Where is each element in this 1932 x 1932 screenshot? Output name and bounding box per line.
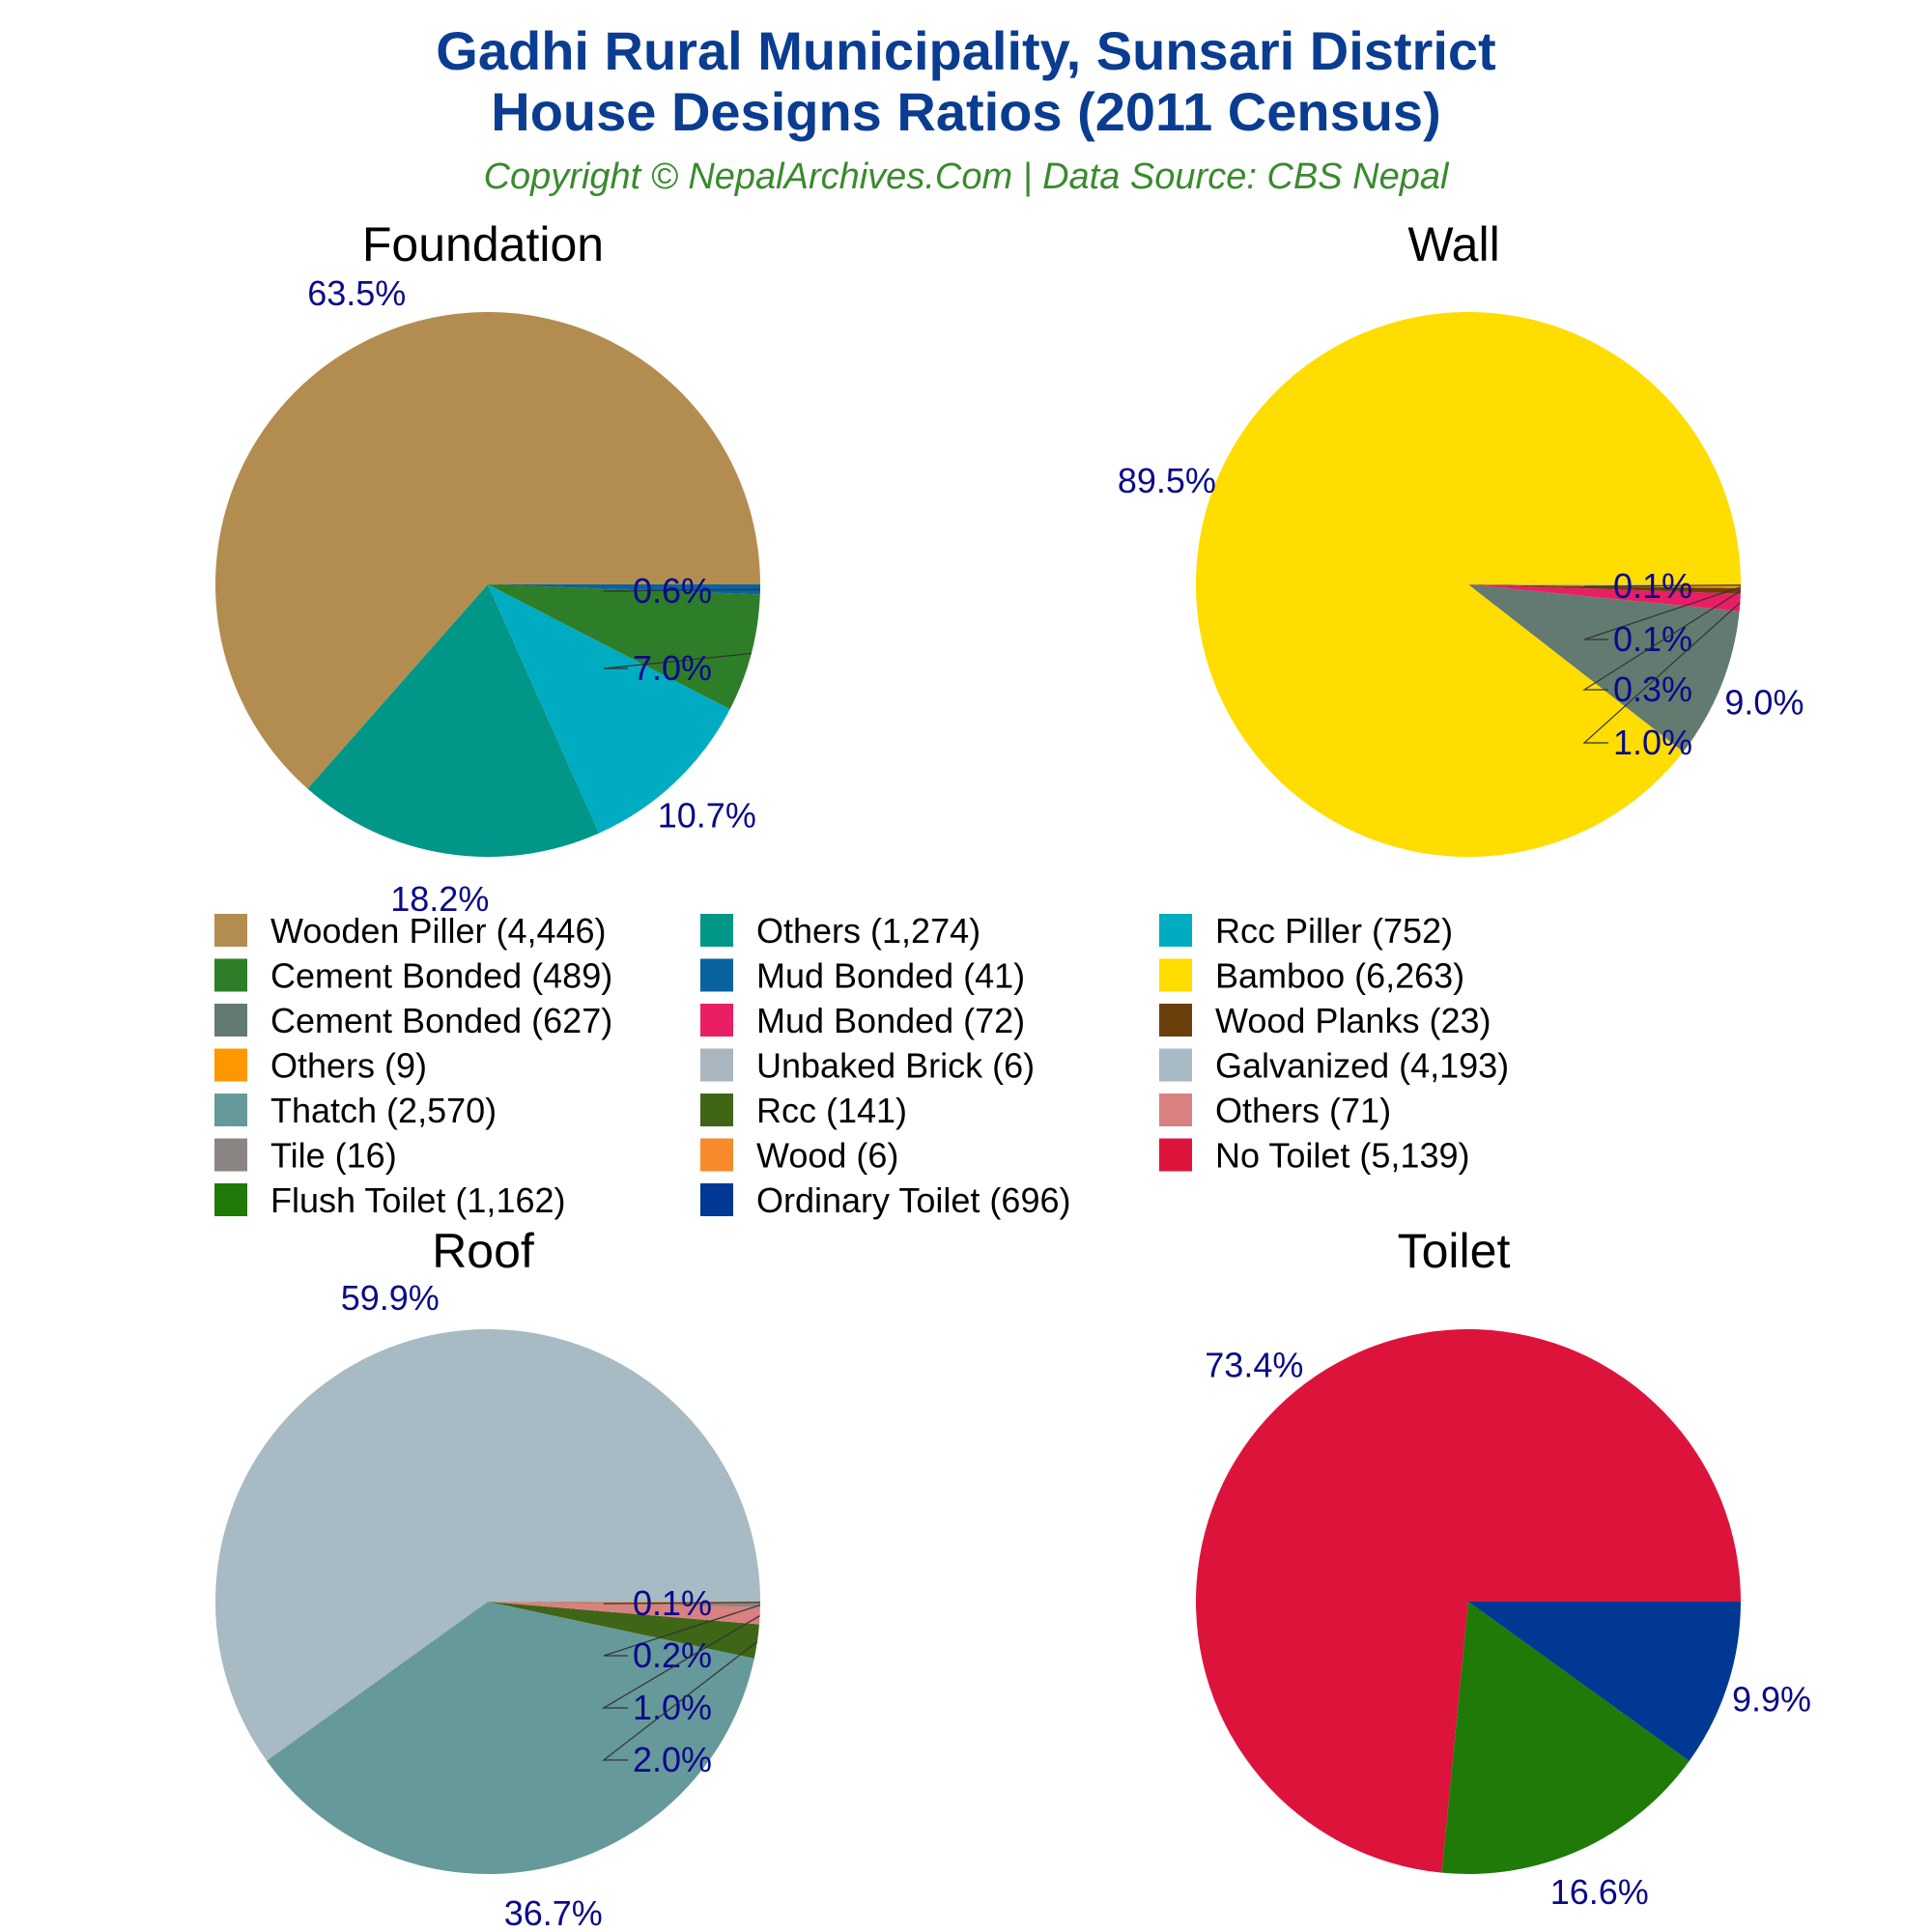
pct-label-toilet-flush-toilet: 16.6%	[1550, 1872, 1649, 1912]
legend-label-wood-6: Wood (6)	[756, 1136, 898, 1176]
legend-label-mud-bonded-41: Mud Bonded (41)	[756, 956, 1025, 996]
pie-title-roof: Roof	[432, 1224, 534, 1278]
pct-label-roof-rcc: 2.0%	[633, 1740, 712, 1779]
legend-swatch-rcc-piller-752	[1159, 914, 1192, 947]
pie-title-wall: Wall	[1407, 217, 1499, 271]
pct-label-wall-others: 0.1%	[1613, 619, 1692, 659]
pie-title-foundation: Foundation	[362, 217, 604, 271]
pct-label-foundation-wooden-piller: 63.5%	[307, 273, 406, 313]
leader-line-foundation-mud-bonded	[603, 588, 760, 592]
pie-slice-roof-thatch	[267, 1602, 754, 1874]
legend-label-tile-16: Tile (16)	[270, 1136, 397, 1176]
pct-label-foundation-cement-bonded: 7.0%	[633, 648, 712, 688]
pie-slice-foundation-rcc-piller	[488, 584, 730, 834]
pie-slice-roof-others	[488, 1602, 760, 1625]
legend-swatch-others-1-274	[700, 914, 733, 947]
legend-label-no-toilet-5-139: No Toilet (5,139)	[1215, 1136, 1469, 1176]
legend-label-others-9: Others (9)	[270, 1046, 427, 1086]
pct-label-roof-wood: 0.1%	[633, 1583, 712, 1623]
pie-roof: Roof 0.1%0.2%1.0%2.0%59.9%36.7%	[215, 1224, 761, 1932]
legend-swatch-rcc-141	[700, 1094, 733, 1126]
legend-swatch-cement-bonded-489	[214, 958, 247, 992]
pie-slice-toilet-no-toilet	[1196, 1328, 1741, 1873]
pie-toilet: Toilet 73.4% 16.6% 9.9%	[1196, 1224, 1811, 1912]
pct-label-wall-cement-bonded: 9.0%	[1724, 682, 1804, 722]
legend-label-mud-bonded-72: Mud Bonded (72)	[756, 1001, 1025, 1040]
legend-swatch-cement-bonded-627	[214, 1004, 247, 1037]
pct-label-wall-unbaked-brick: 0.1%	[1613, 566, 1692, 606]
legend-label-others-71: Others (71)	[1215, 1091, 1391, 1130]
pie-title-toilet: Toilet	[1398, 1224, 1511, 1278]
legend-swatch-unbaked-brick-6	[700, 1048, 733, 1082]
chart-subtitle: Copyright © NepalArchives.Com | Data Sou…	[484, 156, 1450, 197]
legend-label-rcc-141: Rcc (141)	[756, 1091, 907, 1130]
pie-foundation: Foundation 0.6% 7.0% 63.5% 18.2% 10.7%	[214, 217, 760, 919]
chart-title-line-1: Gadhi Rural Municipality, Sunsari Distri…	[436, 20, 1495, 81]
legend-swatch-flush-toilet-1-162	[214, 1183, 247, 1216]
legend-label-wood-planks-23: Wood Planks (23)	[1215, 1001, 1491, 1040]
pie-slice-roof-rcc	[488, 1602, 760, 1659]
legend-swatch-mud-bonded-72	[700, 1004, 733, 1037]
pie-slice-roof-galvanized	[215, 1328, 760, 1761]
leader-line-roof-tile	[603, 1604, 761, 1657]
pct-label-foundation-rcc-piller: 10.7%	[658, 796, 756, 836]
legend-swatch-ordinary-toilet-696	[700, 1183, 733, 1216]
legend-label-unbaked-brick-6: Unbaked Brick (6)	[756, 1046, 1035, 1086]
leader-line-wall-mud-bonded	[1582, 602, 1741, 744]
pct-label-wall-bamboo: 89.5%	[1118, 461, 1216, 500]
pct-label-toilet-no-toilet: 73.4%	[1205, 1346, 1303, 1385]
pct-label-foundation-others: 18.2%	[390, 879, 489, 919]
leader-line-foundation-cement-bonded	[603, 652, 752, 669]
legend-label-rcc-piller-752: Rcc Piller (752)	[1215, 911, 1453, 951]
legend-swatch-wood-planks-23	[1159, 1004, 1192, 1037]
legend-label-wooden-piller-4-446: Wooden Piller (4,446)	[270, 911, 607, 951]
pie-slice-foundation-others	[307, 584, 600, 857]
pie-slice-toilet-flush-toilet	[1441, 1602, 1690, 1874]
legend-label-others-1-274: Others (1,274)	[756, 911, 980, 951]
pie-slice-foundation-cement-bonded	[488, 584, 760, 710]
leader-line-roof-wood	[603, 1602, 761, 1605]
pct-label-toilet-ordinary-toilet: 9.9%	[1732, 1679, 1811, 1719]
legend-label-cement-bonded-627: Cement Bonded (627)	[270, 1001, 612, 1040]
leader-line-wall-wood-planks	[1581, 590, 1742, 691]
legend-label-galvanized-4-193: Galvanized (4,193)	[1215, 1046, 1509, 1086]
leader-line-wall-others	[1583, 586, 1742, 640]
legend-swatch-mud-bonded-41	[700, 958, 733, 992]
pie-slice-wall-cement-bonded	[1468, 584, 1740, 753]
legend: Wooden Piller (4,446) Others (1,274) Rcc P…	[214, 911, 1509, 1220]
pct-label-wall-wood-planks: 0.3%	[1613, 669, 1692, 709]
pie-wall: Wall 0.1% 0.1% 0.3% 1.0% 89.5% 9.0%	[1118, 217, 1804, 858]
legend-swatch-thatch-2-570	[214, 1094, 247, 1126]
legend-label-thatch-2-570: Thatch (2,570)	[270, 1091, 497, 1130]
chart-title-line-2: House Designs Ratios (2011 Census)	[491, 81, 1440, 142]
legend-label-flush-toilet-1-162: Flush Toilet (1,162)	[270, 1180, 566, 1220]
legend-label-cement-bonded-489: Cement Bonded (489)	[270, 956, 612, 996]
pie-slice-wall-wood-planks	[1468, 584, 1741, 594]
legend-swatch-tile-16	[214, 1138, 247, 1172]
pie-slice-foundation-wooden-piller	[214, 312, 760, 789]
legend-label-bamboo-6-263: Bamboo (6,263)	[1215, 956, 1464, 996]
legend-swatch-bamboo-6-263	[1159, 958, 1192, 992]
legend-label-ordinary-toilet-696: Ordinary Toilet (696)	[756, 1180, 1070, 1220]
leader-line-roof-rcc	[602, 1640, 758, 1761]
legend-swatch-galvanized-4-193	[1159, 1048, 1192, 1082]
pie-slice-toilet-ordinary-toilet	[1468, 1602, 1741, 1761]
pie-slice-foundation-mud-bonded	[488, 584, 760, 595]
legend-swatch-others-9	[214, 1048, 247, 1082]
legend-swatch-wood-6	[700, 1138, 733, 1172]
leader-line-roof-others	[601, 1615, 760, 1709]
pie-slice-wall-mud-bonded	[1468, 584, 1741, 611]
legend-swatch-no-toilet-5-139	[1159, 1138, 1192, 1172]
pct-label-roof-thatch: 36.7%	[504, 1893, 603, 1932]
pct-label-roof-galvanized: 59.9%	[341, 1278, 440, 1318]
legend-swatch-others-71	[1159, 1094, 1192, 1126]
leader-line-wall-unbaked-brick	[1583, 584, 1742, 587]
pct-label-roof-tile: 0.2%	[633, 1635, 712, 1675]
pct-label-wall-mud-bonded: 1.0%	[1613, 723, 1692, 762]
pct-label-foundation-mud-bonded: 0.6%	[633, 571, 712, 611]
legend-swatch-wooden-piller-4-446	[214, 914, 247, 947]
